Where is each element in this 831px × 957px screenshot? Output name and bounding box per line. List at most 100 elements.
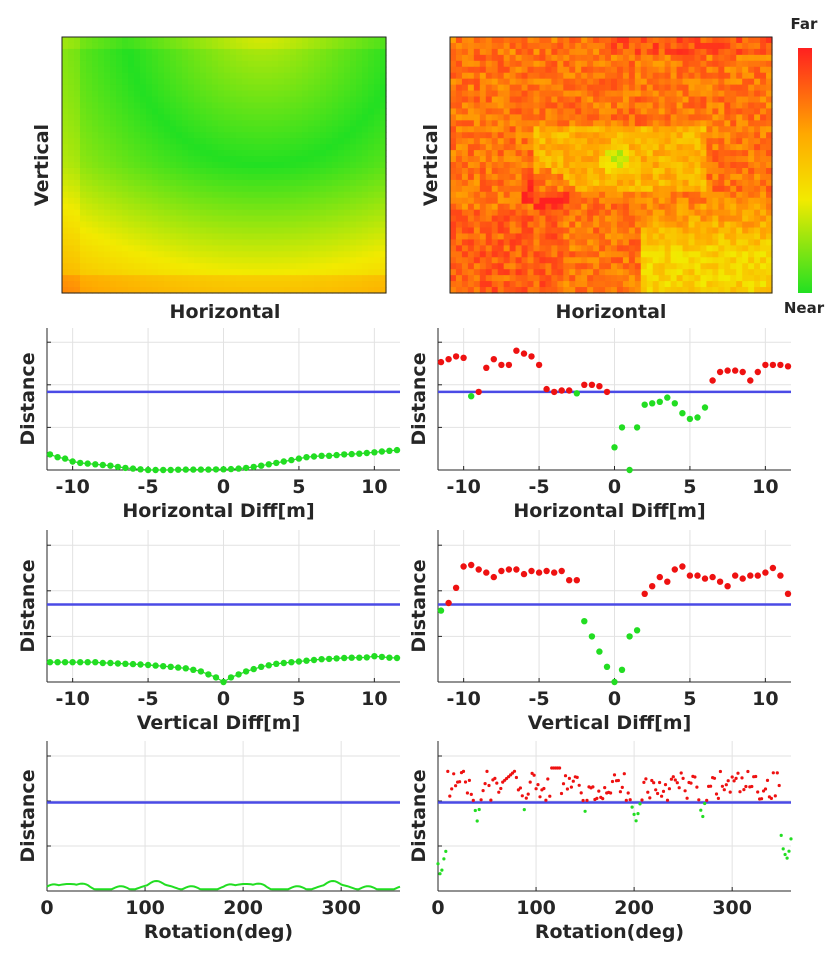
heat-cell	[74, 84, 81, 92]
heat-cell	[736, 114, 743, 121]
heat-cell	[634, 66, 642, 74]
heat-cell	[188, 72, 195, 80]
heat-cell	[497, 227, 505, 235]
heat-cell	[515, 102, 523, 110]
heat-cell	[575, 144, 582, 151]
heat-cell	[599, 287, 606, 294]
heat-cell	[575, 239, 582, 246]
heat-cell	[170, 162, 177, 169]
heat-cell	[362, 102, 369, 110]
heat-cell	[122, 114, 129, 121]
heat-cell	[188, 114, 195, 121]
heat-cell	[332, 233, 339, 241]
heat-cell	[581, 239, 588, 246]
heat-cell	[587, 209, 594, 217]
heat-cell	[80, 215, 87, 223]
heat-cell	[533, 162, 541, 169]
heat-cell	[766, 263, 773, 270]
heat-cell	[356, 233, 363, 241]
heat-cell	[652, 144, 660, 151]
heat-cell	[628, 114, 636, 121]
heat-cell	[116, 251, 123, 258]
heat-cell	[368, 144, 375, 151]
heat-cell	[700, 156, 707, 163]
heat-cell	[700, 203, 707, 211]
heat-cell	[652, 102, 660, 110]
heat-cell	[587, 114, 594, 121]
heat-cell	[527, 275, 535, 282]
heat-cell	[350, 54, 357, 62]
heat-cell	[581, 96, 588, 104]
heat-cell	[557, 60, 564, 68]
heat-cell	[260, 275, 267, 282]
heat-cell	[581, 263, 588, 270]
heat-cell	[628, 203, 636, 211]
heat-cell	[706, 281, 713, 288]
heat-cell	[634, 120, 642, 127]
heat-cell	[682, 173, 690, 181]
heat-cell	[242, 269, 249, 276]
heat-cell	[563, 42, 570, 50]
heat-cell	[116, 275, 123, 282]
heat-cell	[587, 132, 594, 139]
heat-cell	[302, 72, 309, 80]
heat-cell	[742, 245, 749, 252]
heat-cell	[754, 233, 761, 241]
heat-cell	[170, 48, 177, 56]
heat-cell	[515, 48, 523, 56]
heat-cell	[158, 66, 165, 74]
heat-cell	[450, 185, 457, 193]
heat-cell	[110, 173, 117, 181]
heat-cell	[296, 108, 303, 115]
heat-cell	[356, 102, 363, 110]
heat-cell	[694, 78, 702, 86]
heat-cell	[80, 239, 87, 246]
heat-cell	[503, 156, 511, 163]
heat-cell	[122, 102, 129, 110]
heat-cell	[284, 37, 291, 44]
heat-cell	[455, 156, 463, 163]
heat-cell	[140, 78, 147, 86]
heat-cell	[80, 191, 87, 199]
data-point	[784, 363, 792, 370]
heat-cell	[206, 185, 213, 193]
heat-cell	[62, 245, 69, 252]
heat-cell	[605, 209, 612, 217]
heat-cell	[706, 185, 713, 193]
data-point	[378, 653, 386, 661]
heat-cell	[622, 185, 630, 193]
heat-cell	[646, 167, 654, 175]
heat-cell	[62, 126, 69, 133]
heat-cell	[332, 37, 339, 44]
heat-cell	[611, 203, 618, 211]
heat-cell	[503, 215, 511, 223]
heat-cell	[200, 120, 207, 127]
heat-cell	[640, 269, 648, 276]
heat-cell	[80, 37, 87, 44]
heat-cell	[320, 275, 327, 282]
heat-cell	[509, 251, 517, 258]
heat-cell	[356, 203, 363, 211]
heat-cell	[527, 66, 535, 74]
heat-cell	[236, 233, 243, 241]
heat-cell	[670, 203, 678, 211]
heat-cell	[140, 173, 147, 181]
heat-cell	[350, 132, 357, 139]
heat-cell	[467, 156, 475, 163]
heat-cell	[575, 108, 582, 115]
heat-cell	[485, 173, 493, 181]
heat-cell	[628, 167, 636, 175]
heat-cell	[515, 78, 523, 86]
heat-cell	[622, 120, 630, 127]
data-point	[747, 377, 754, 384]
heat-cell	[611, 144, 618, 151]
heat-cell	[374, 245, 381, 252]
heat-cell	[664, 233, 672, 241]
heat-cell	[296, 233, 303, 241]
heat-cell	[563, 90, 570, 98]
heat-cell	[266, 162, 273, 169]
heat-cell	[682, 191, 690, 199]
heat-cell	[338, 275, 345, 282]
heat-cell	[62, 269, 69, 276]
heat-cell	[140, 221, 147, 229]
